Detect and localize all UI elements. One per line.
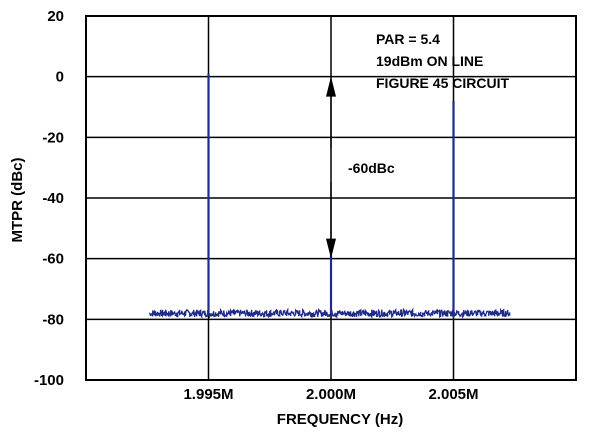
spectrum-trace: [149, 73, 511, 320]
dimension-label: -60dBc: [348, 160, 395, 176]
annotation-line-2: 19dBm ON LINE: [376, 53, 483, 69]
x-tick-labels: 1.995M 2.000M 2.005M: [183, 386, 478, 403]
y-axis-title: MTPR (dBc): [9, 158, 26, 243]
y-tick-label-6: -100: [34, 372, 64, 389]
y-tick-label-2: -20: [42, 129, 64, 146]
x-tick-label-1: 2.000M: [306, 386, 356, 403]
dimension-arrow-up-head: [326, 76, 336, 97]
y-tick-labels: 20 0 -20 -40 -60 -80 -100: [34, 8, 64, 389]
y-tick-label-5: -80: [42, 311, 64, 328]
y-tick-label-0: 20: [47, 8, 64, 25]
y-tick-label-3: -40: [42, 190, 64, 207]
dimension-annotation: [326, 76, 336, 259]
y-tick-label-1: 0: [56, 69, 64, 86]
annotation-line-1: PAR = 5.4: [376, 31, 440, 47]
x-axis-title: FREQUENCY (Hz): [277, 411, 403, 428]
y-tick-label-4: -60: [42, 251, 64, 268]
dimension-arrow-down-head: [326, 238, 336, 259]
x-tick-label-0: 1.995M: [183, 386, 233, 403]
x-tick-label-2: 2.005M: [428, 386, 478, 403]
annotation-line-3: FIGURE 45 CIRCUIT: [376, 75, 509, 91]
